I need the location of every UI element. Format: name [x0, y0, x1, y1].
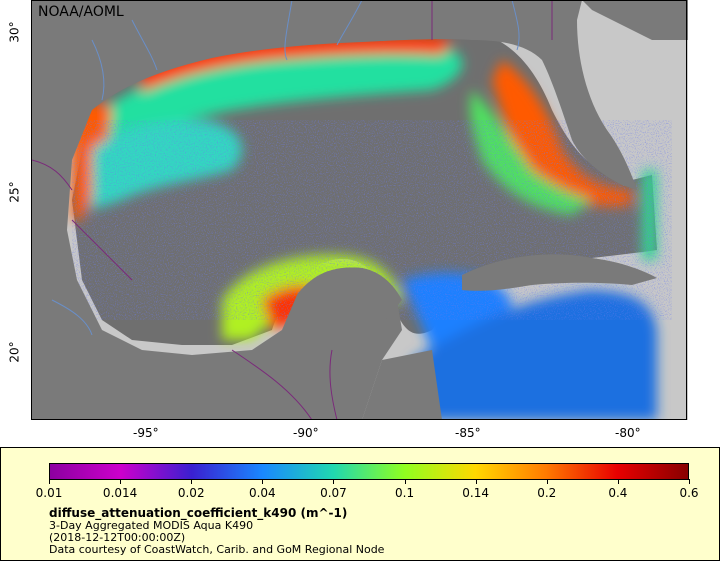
cuba-land: [462, 254, 657, 291]
colorbar-tick-label: 0.014: [102, 486, 138, 500]
lon-label-95: -95°: [133, 426, 159, 440]
k490-map: [32, 0, 688, 420]
borders: [32, 0, 553, 420]
colorbar-tickmark: [546, 479, 548, 484]
colorbar-tickmark: [475, 479, 477, 484]
legend-line-2: (2018-12-12T00:00:00Z): [49, 531, 186, 544]
colorbar-tickmark: [262, 479, 264, 484]
legend-title: diffuse_attenuation_coefficient_k490 (m^…: [49, 506, 348, 520]
colorbar-tickmark: [617, 479, 619, 484]
colorbar-tick-label: 0.07: [320, 486, 347, 500]
legend-panel: diffuse_attenuation_coefficient_k490 (m^…: [0, 447, 720, 561]
lat-label-25: 25°: [7, 181, 22, 203]
colorbar-tick-label: 0.01: [35, 486, 63, 500]
central-america-land: [362, 350, 442, 420]
lon-label-80: -80°: [615, 426, 641, 440]
legend-line-1: 3-Day Aggregated MODIS Aqua K490: [49, 519, 254, 532]
colorbar: [49, 463, 689, 480]
colorbar-tick-label: 0.04: [248, 486, 276, 500]
colorbar-tick-label: 0.02: [177, 486, 205, 500]
legend-line-3: Data courtesy of CoastWatch, Carib. and …: [49, 543, 385, 556]
us-land: [32, 0, 688, 230]
map-panel[interactable]: [32, 0, 688, 420]
lat-label-20: 20°: [7, 341, 22, 363]
colorbar-tickmark: [689, 479, 690, 484]
caribbean-blue: [412, 290, 657, 420]
colorbar-tickmark: [404, 479, 406, 484]
colorbar-tickmark: [191, 479, 193, 484]
colorbar-tick-label: 0.1: [395, 486, 415, 500]
mexico-land: [32, 230, 402, 420]
colorbar-tick-label: 0.2: [537, 486, 557, 500]
colorbar-tick-label: 0.6: [679, 486, 699, 500]
colorbar-tick-label: 0.14: [462, 486, 490, 500]
lon-label-85: -85°: [455, 426, 481, 440]
lat-label-30: 30°: [7, 21, 22, 43]
lon-label-90: -90°: [293, 426, 319, 440]
colorbar-tickmark: [120, 479, 122, 484]
credit-label: NOAA/AOML: [38, 4, 124, 20]
colorbar-tick-label: 0.4: [608, 486, 628, 500]
yucatan-land: [297, 267, 402, 350]
colorbar-tickmark: [49, 479, 50, 484]
colorbar-tickmark: [333, 479, 335, 484]
rivers: [51, 0, 520, 336]
